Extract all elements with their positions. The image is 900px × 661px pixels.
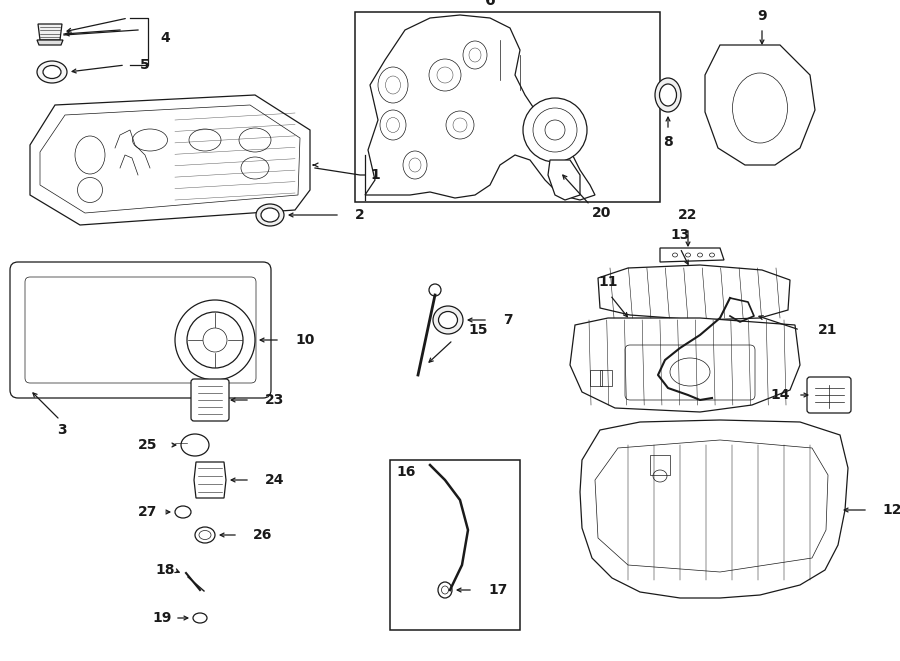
Ellipse shape bbox=[175, 506, 191, 518]
Ellipse shape bbox=[193, 613, 207, 623]
Text: 24: 24 bbox=[265, 473, 284, 487]
Bar bbox=[600, 370, 612, 386]
Text: 20: 20 bbox=[592, 206, 611, 220]
FancyBboxPatch shape bbox=[10, 262, 271, 398]
Ellipse shape bbox=[181, 434, 209, 456]
Text: 21: 21 bbox=[818, 323, 838, 337]
Text: 14: 14 bbox=[770, 388, 790, 402]
Circle shape bbox=[523, 98, 587, 162]
Ellipse shape bbox=[256, 204, 284, 226]
Text: 16: 16 bbox=[396, 465, 416, 479]
Polygon shape bbox=[38, 24, 62, 40]
Polygon shape bbox=[30, 95, 310, 225]
Text: 26: 26 bbox=[253, 528, 273, 542]
Ellipse shape bbox=[655, 78, 681, 112]
Polygon shape bbox=[548, 160, 580, 200]
Text: 23: 23 bbox=[265, 393, 284, 407]
Polygon shape bbox=[37, 40, 63, 45]
Ellipse shape bbox=[37, 61, 67, 83]
Text: 10: 10 bbox=[295, 333, 314, 347]
Ellipse shape bbox=[261, 208, 279, 222]
Polygon shape bbox=[660, 248, 724, 262]
Text: 2: 2 bbox=[355, 208, 365, 222]
Text: 9: 9 bbox=[757, 9, 767, 23]
Text: 1: 1 bbox=[370, 168, 380, 182]
Ellipse shape bbox=[660, 84, 677, 106]
Bar bbox=[590, 370, 602, 386]
Text: 27: 27 bbox=[139, 505, 158, 519]
Ellipse shape bbox=[195, 527, 215, 543]
Text: 7: 7 bbox=[503, 313, 513, 327]
Bar bbox=[355, 12, 660, 202]
Polygon shape bbox=[598, 265, 790, 320]
Text: 6: 6 bbox=[484, 0, 495, 8]
Text: 13: 13 bbox=[670, 228, 689, 242]
Text: 8: 8 bbox=[663, 135, 673, 149]
FancyBboxPatch shape bbox=[807, 377, 851, 413]
Text: 12: 12 bbox=[882, 503, 900, 517]
Text: 19: 19 bbox=[152, 611, 172, 625]
FancyBboxPatch shape bbox=[191, 379, 229, 421]
Polygon shape bbox=[570, 318, 800, 412]
Polygon shape bbox=[580, 420, 848, 598]
Text: 22: 22 bbox=[679, 208, 698, 222]
Polygon shape bbox=[705, 45, 815, 165]
Bar bbox=[650, 455, 670, 475]
Text: 3: 3 bbox=[58, 423, 67, 437]
Polygon shape bbox=[365, 15, 595, 200]
Text: 11: 11 bbox=[598, 275, 617, 289]
Bar bbox=[390, 460, 520, 630]
Text: 5: 5 bbox=[140, 58, 149, 72]
Text: 15: 15 bbox=[468, 323, 488, 337]
Polygon shape bbox=[194, 462, 226, 498]
Text: 17: 17 bbox=[488, 583, 508, 597]
Ellipse shape bbox=[43, 65, 61, 79]
Ellipse shape bbox=[433, 306, 463, 334]
Circle shape bbox=[175, 300, 255, 380]
Text: 4: 4 bbox=[160, 31, 170, 45]
Ellipse shape bbox=[438, 582, 452, 598]
Ellipse shape bbox=[438, 311, 457, 329]
Text: 25: 25 bbox=[139, 438, 158, 452]
Text: 18: 18 bbox=[155, 563, 175, 577]
